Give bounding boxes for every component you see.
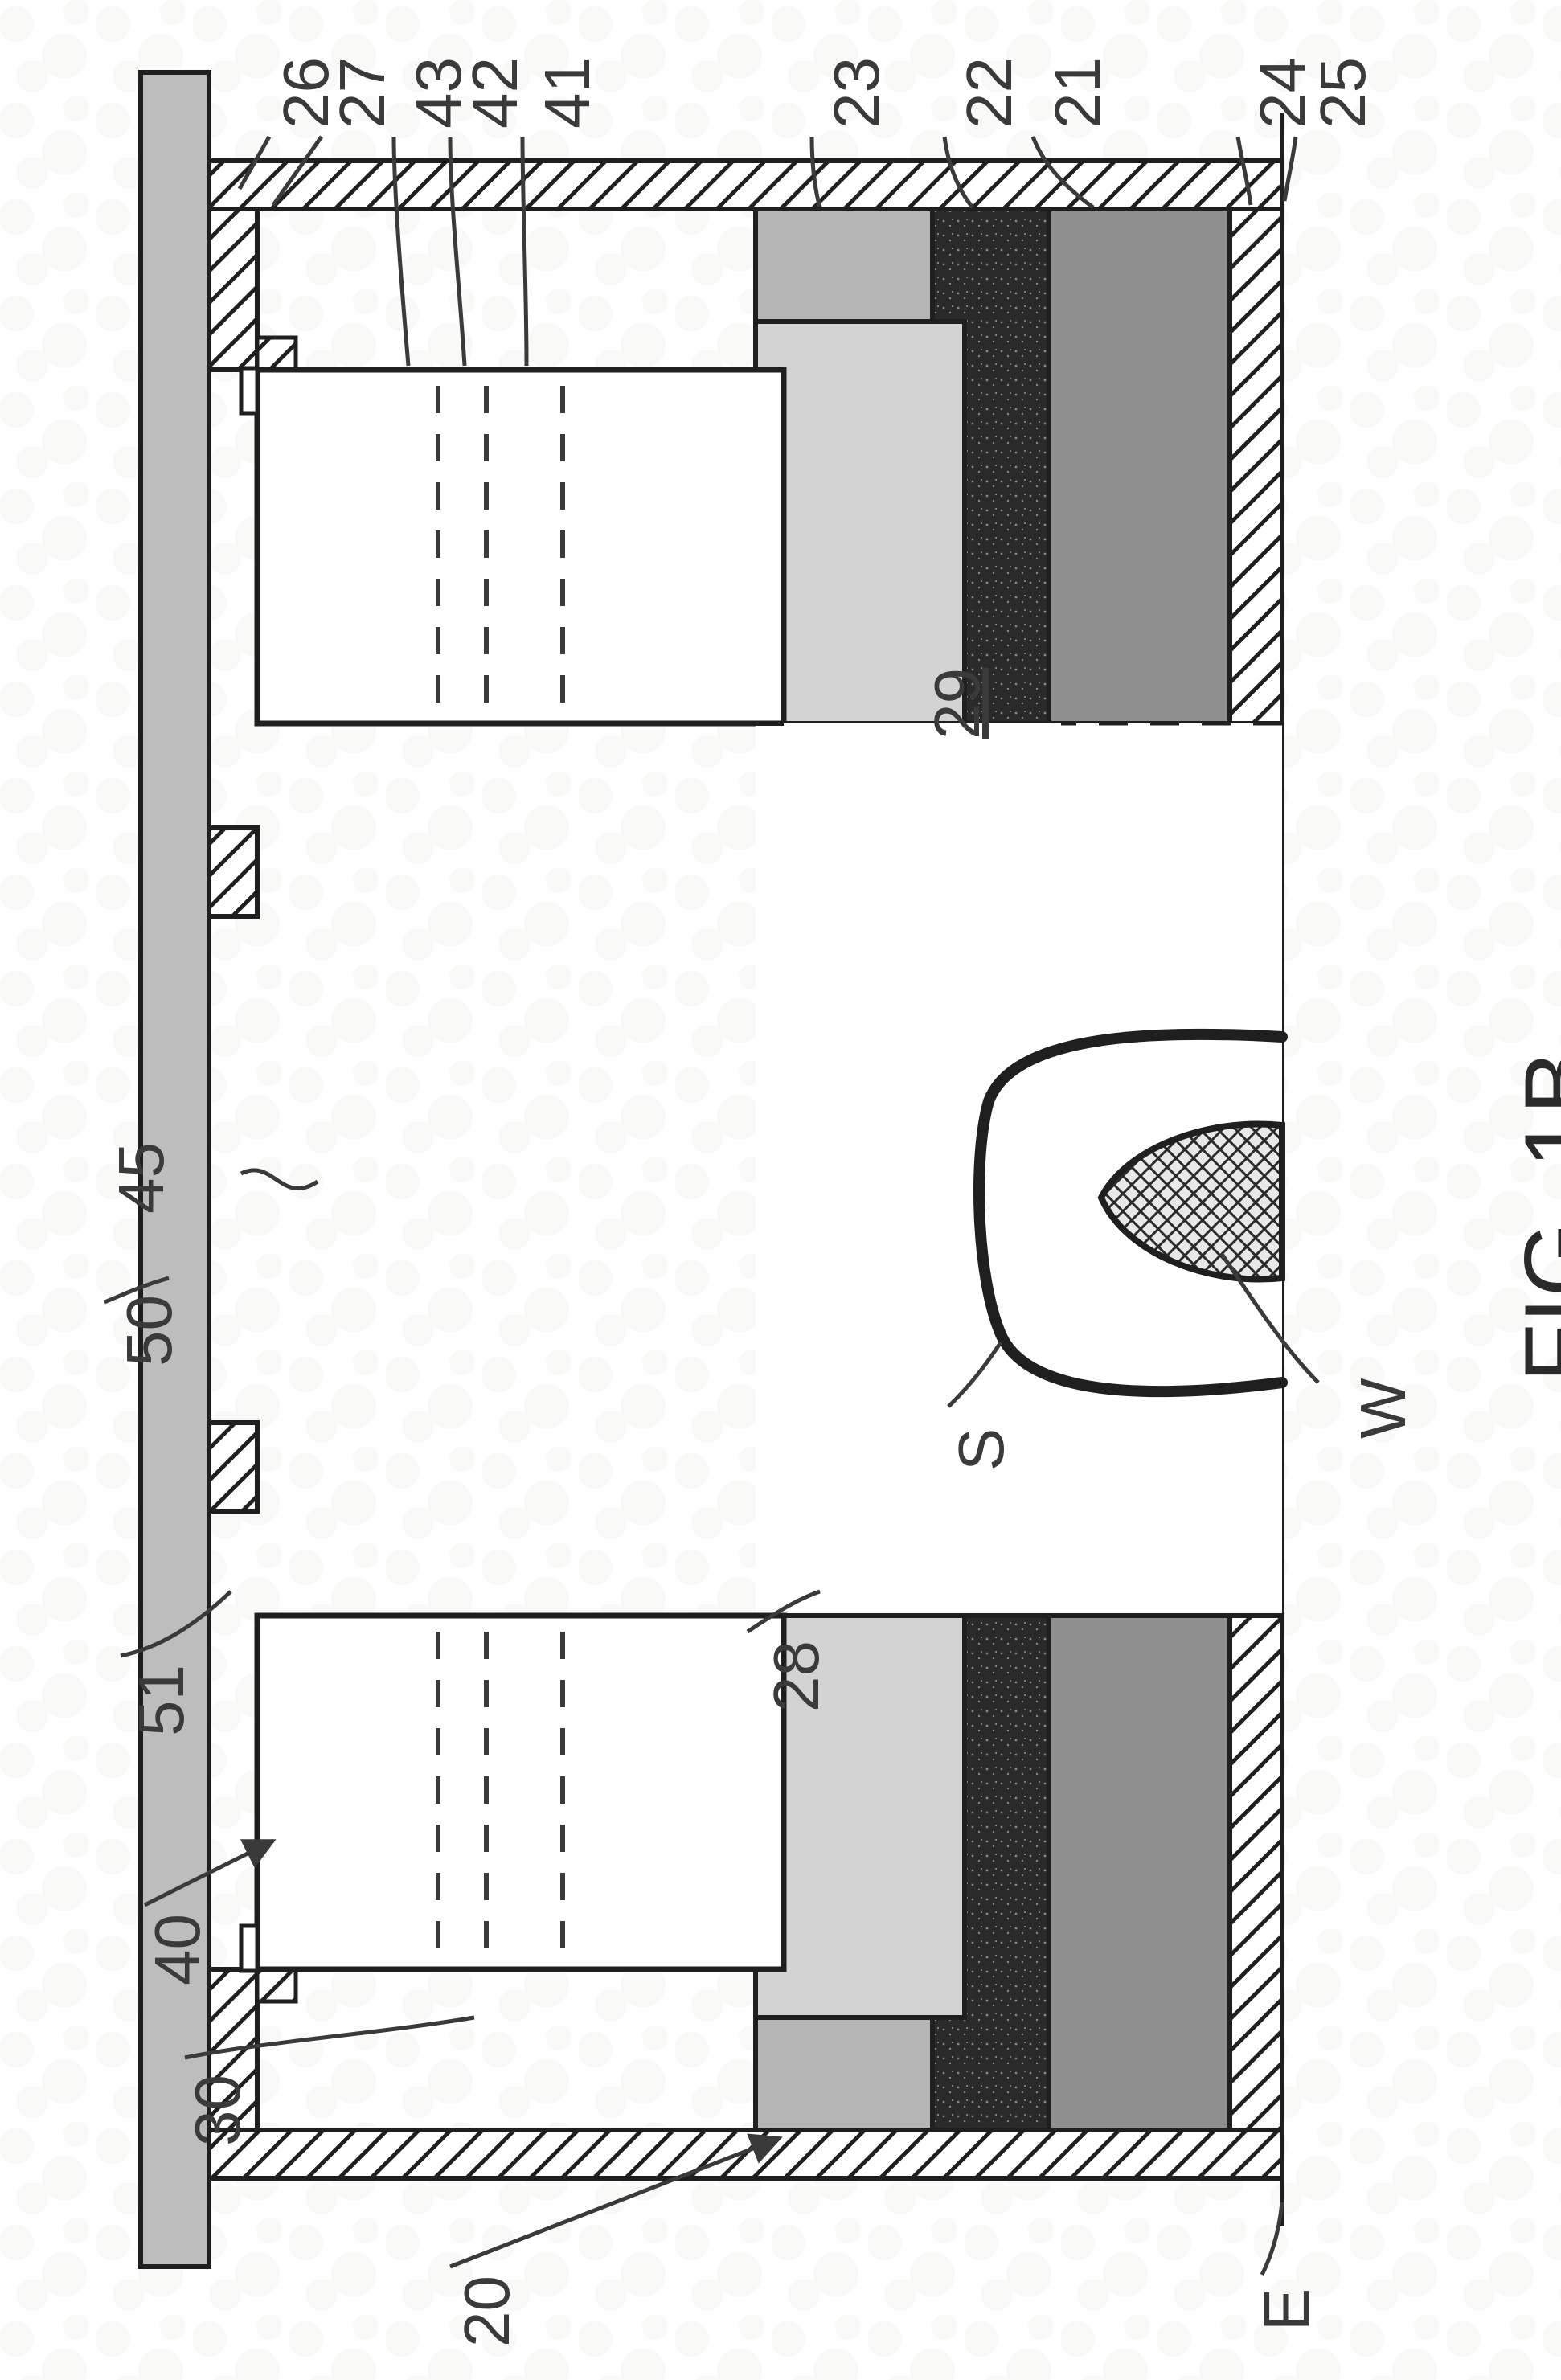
label-29: 29 [920,668,994,739]
label-20: 20 [450,2276,524,2347]
label-45: 45 [104,1142,178,1214]
label-25: 25 [1306,57,1380,129]
label-50: 50 [113,1295,186,1366]
label-41: 41 [531,57,604,129]
label-W: W [1346,1378,1420,1439]
label-51: 51 [125,1665,199,1736]
label-40: 40 [141,1914,215,1985]
label-S: S [944,1428,1018,1471]
label-E: E [1250,2288,1324,2331]
diagram-svg [0,0,1561,2380]
figure-caption: FIG. 1B [1503,1051,1561,1383]
label-28: 28 [760,1641,834,1712]
label-30: 30 [181,2075,255,2146]
label-21: 21 [1041,57,1115,129]
label-23: 23 [820,57,894,129]
label-42: 42 [458,57,532,129]
label-27: 27 [326,57,399,129]
figure-page: 50 45 51 40 30 20 E 26 27 43 42 41 23 22… [0,0,1561,2380]
label-22: 22 [953,57,1026,129]
